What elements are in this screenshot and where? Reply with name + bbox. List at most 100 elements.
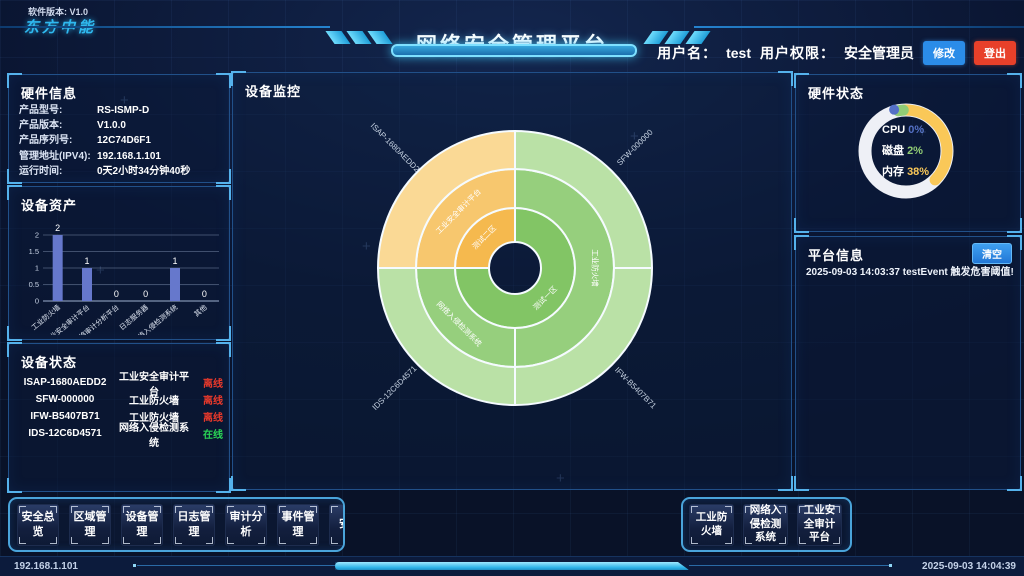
- device-id: ISAP-1680AEDD2: [23, 377, 107, 388]
- permission-label: 用户权限：: [760, 45, 835, 61]
- x-category-label: 其他: [192, 303, 209, 319]
- toolbar-button-label: 工业安全审计平台: [803, 504, 836, 544]
- device-id: SFW-000000: [35, 394, 95, 405]
- device-type: 网络入侵检测系统: [119, 422, 189, 449]
- statusbar-dot-left: [133, 564, 136, 567]
- hardware-info-title: 硬件信息: [21, 86, 78, 101]
- device-type: 工业防火墙: [129, 396, 179, 407]
- toolbar-button-label: 区域管理: [73, 511, 107, 538]
- clear-messages-button[interactable]: 清空: [972, 243, 1012, 264]
- user-info-bar: 用户名： test 用户权限： 安全管理员 修改 登出: [657, 41, 1016, 65]
- device-assets-title: 设备资产: [21, 198, 78, 213]
- toolbar-button-label: 设备管理: [125, 511, 159, 538]
- bar-value-label: 0: [114, 289, 119, 299]
- device-id: IDS-12C6D4571: [28, 428, 102, 439]
- toolbar-button-label: 网络入侵检测系统: [749, 504, 782, 544]
- sunburst-device-label: SFW-000000: [615, 127, 655, 167]
- platform-info-title: 平台信息: [808, 248, 865, 263]
- statusbar-line-right: [689, 565, 889, 566]
- sunburst-segment[interactable]: [376, 129, 516, 269]
- username-label: 用户名：: [657, 45, 718, 61]
- y-tick-label: 1.5: [29, 247, 39, 256]
- toolbar-button-7[interactable]: 安全: [329, 503, 343, 546]
- device-type: 工业防火墙: [129, 413, 179, 424]
- hardware-info-value: 0天2小时34分钟40秒: [97, 165, 191, 177]
- header-line-left: [0, 26, 330, 28]
- gauge-metric-text: 磁盘 2%: [882, 143, 923, 157]
- x-category-label: 日志服务器: [117, 303, 150, 332]
- device-status-badge: 离线: [203, 396, 223, 407]
- toolbar-button-label: 事件管理: [281, 511, 315, 538]
- sunburst-device-label: ISAP-1680AEDD2: [369, 121, 422, 174]
- software-version: 软件版本: V1.0: [28, 7, 89, 17]
- device-type: 工业安全审计平台: [119, 371, 189, 398]
- device-status-rows: ISAP-1680AEDD2 工业安全审计平台离线 SFW-000000 工业防火墙 离…: [15, 372, 223, 449]
- modify-button[interactable]: 修改: [923, 41, 965, 65]
- statusbar-dot-right: [889, 564, 892, 567]
- toolbar-button-2[interactable]: 区域管理: [69, 503, 111, 546]
- y-tick-label: 0: [35, 297, 39, 306]
- device-id: IFW-B5407B71: [30, 411, 100, 422]
- gauge-metric-text: CPU 0%: [882, 124, 924, 136]
- platform-message: 2025-09-03 14:03:37 testEvent 触发危害阈值!: [806, 267, 1014, 278]
- hardware-info-label: 产品版本:: [19, 120, 63, 132]
- device-monitor-sunburst-chart: 测试一区测试二区工业防火墙网络入侵检测系统工业安全审计平台SFW-000000I…: [369, 121, 659, 412]
- hardware-info-row: 产品序列号: 12C74D6F1: [19, 136, 223, 146]
- hardware-status-panel: 硬件状态 CPU 0% 磁盘 2% 内存 38%: [794, 73, 1022, 233]
- bar: [82, 268, 92, 301]
- toolbar-button-label: 工业防火墙: [695, 510, 728, 537]
- device-toolbar: 工业防火墙 网络入侵检测系统 工业安全审计平台: [681, 497, 852, 552]
- sunburst-ring-label: 工业防火墙: [591, 249, 601, 287]
- platform-info-panel: 平台信息 清空 2025-09-03 14:03:37 testEvent 触发…: [794, 235, 1022, 491]
- toolbar-button-6[interactable]: 事件管理: [277, 503, 319, 546]
- statusbar-accent-bar: [335, 562, 689, 570]
- sunburst-device-label: IDS-12C6D4571: [371, 364, 419, 412]
- device-status-row: IFW-B5407B71 工业防火墙 离线: [15, 408, 223, 425]
- username-value: test: [726, 45, 751, 61]
- y-tick-label: 0.5: [29, 280, 39, 289]
- permission-value: 安全管理员: [844, 45, 914, 61]
- hardware-info-value: 12C74D6F1: [97, 135, 151, 147]
- device-assets-panel: 设备资产 0 0.5 1 1.5 2 2 工业防火墙 1 工业安全审计平台 0 工业网络审计分析平台…: [7, 185, 231, 341]
- hardware-info-row: 管理地址(IPV4): 192.168.1.101: [19, 150, 223, 162]
- device-button-2[interactable]: 网络入侵检测系统: [743, 503, 788, 546]
- device-button-3[interactable]: 工业安全审计平台: [797, 503, 842, 546]
- toolbar-button-1[interactable]: 安全总览: [17, 503, 59, 546]
- status-bar: 192.168.1.101 2025-09-03 14:04:39: [0, 556, 1024, 576]
- y-tick-label: 2: [35, 231, 39, 240]
- hardware-info-panel: 硬件信息 产品型号: RS-ISMP-D 产品版本: V1.0.0 产品序列号: 12C7…: [7, 73, 231, 184]
- statusbar-line-left: [137, 565, 335, 566]
- bar: [52, 235, 63, 301]
- memory-arc: [899, 104, 953, 186]
- device-status-row: SFW-000000 工业防火墙 离线: [15, 391, 223, 408]
- toolbar-button-5[interactable]: 审计分析: [225, 503, 267, 546]
- device-status-title: 设备状态: [21, 355, 78, 370]
- device-monitor-panel: 设备监控 测试一区 测试二区 工业防火墙 网络入侵检测系统 工业安全审计平台 SFW-00…: [231, 71, 793, 491]
- hardware-info-value: V1.0.0: [97, 120, 126, 132]
- device-button-1[interactable]: 工业防火墙: [689, 503, 734, 546]
- toolbar-button-label: 审计分析: [229, 511, 263, 538]
- toolbar-button-3[interactable]: 设备管理: [121, 503, 163, 546]
- bar-value-label: 0: [202, 289, 207, 299]
- header-line-right: [694, 26, 1024, 28]
- device-status-row: IDS-12C6D4571 网络入侵检测系统 在线: [15, 423, 223, 449]
- toolbar-button-label: 日志管理: [177, 511, 211, 538]
- toolbar-button-4[interactable]: 日志管理: [173, 503, 215, 546]
- sunburst-device-label: IFW-B5407B71: [613, 365, 658, 410]
- bar-value-label: 1: [172, 256, 177, 266]
- device-status-badge: 在线: [203, 430, 223, 441]
- bar: [170, 268, 180, 301]
- x-category-label: 工业防火墙: [29, 303, 62, 332]
- device-status-row: ISAP-1680AEDD2 工业安全审计平台 离线: [15, 372, 223, 398]
- hardware-info-value: 192.168.1.101: [97, 150, 161, 162]
- statusbar-time: 2025-09-03 14:04:39: [922, 561, 1016, 572]
- hardware-info-label: 管理地址(IPV4):: [19, 150, 91, 162]
- logout-button[interactable]: 登出: [974, 41, 1016, 65]
- hardware-info-row: 运行时间: 0天2小时34分钟40秒: [19, 165, 223, 177]
- hardware-info-value: RS-ISMP-D: [97, 105, 150, 116]
- hardware-info-label: 产品序列号:: [19, 135, 73, 147]
- toolbar-button-label: 安全: [339, 517, 343, 531]
- hardware-status-gauge-chart: CPU 0% 磁盘 2% 内存 38%: [858, 103, 954, 199]
